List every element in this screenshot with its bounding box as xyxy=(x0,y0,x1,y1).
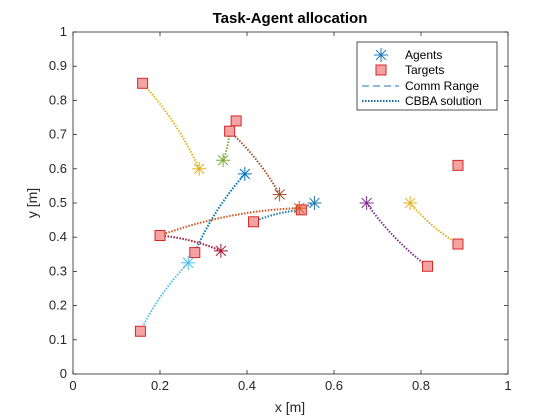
legend-box xyxy=(356,41,498,111)
x-tick-label: 0.8 xyxy=(412,378,430,393)
y-tick-label: 0.4 xyxy=(49,229,67,244)
cbba-path-segment xyxy=(159,207,300,237)
y-tick-label: 1 xyxy=(60,24,67,39)
agent-marker xyxy=(181,255,196,270)
target-marker xyxy=(154,229,166,241)
cbba-path-segment xyxy=(228,130,281,195)
cbba-path-segment xyxy=(139,262,189,332)
y-tick-label: 0.1 xyxy=(49,332,67,347)
cbba-path-segment xyxy=(193,173,246,253)
plot-area xyxy=(134,77,464,337)
x-tick-label: 0.4 xyxy=(238,378,256,393)
agent-marker xyxy=(307,196,322,210)
y-tick-label: 0.3 xyxy=(49,263,67,278)
y-tick-label: 0.6 xyxy=(49,161,67,176)
target-marker xyxy=(422,260,434,272)
target-marker xyxy=(224,125,236,137)
cbba-path-segment xyxy=(253,208,302,223)
legend-agents-icon xyxy=(374,48,388,62)
target-marker xyxy=(137,77,149,89)
agent-marker xyxy=(237,166,252,181)
agent-marker xyxy=(359,196,374,210)
x-tick-label: 0 xyxy=(69,378,76,393)
legend-agents-label: Agents xyxy=(405,48,442,62)
legend-cbba-label: CBBA solution xyxy=(405,94,482,108)
x-tick-label: 1 xyxy=(504,378,511,393)
legend-targets-icon xyxy=(375,64,387,76)
agent-marker xyxy=(272,187,287,202)
legend: Agents Targets Comm Range CBBA solution xyxy=(356,41,498,111)
legend-comm-range-label: Comm Range xyxy=(405,79,479,93)
target-marker xyxy=(452,238,464,250)
target-marker xyxy=(452,159,464,171)
legend-target-square xyxy=(375,64,387,76)
agent-marker xyxy=(192,161,207,176)
legend-agent-star xyxy=(374,48,388,62)
agent-marker xyxy=(216,153,231,168)
agent-marker xyxy=(403,196,418,210)
y-tick-label: 0.9 xyxy=(49,58,67,73)
agent-marker xyxy=(213,243,228,258)
target-marker xyxy=(189,247,201,259)
y-tick-label: 0.7 xyxy=(49,127,67,142)
agent-marker xyxy=(292,201,307,216)
y-tick-label: 0 xyxy=(60,366,67,381)
target-marker xyxy=(230,115,242,127)
y-axis-label: y [m] xyxy=(24,188,40,218)
x-tick-label: 0.2 xyxy=(151,378,169,393)
y-tick-label: 0.5 xyxy=(49,195,67,210)
cbba-path-segment xyxy=(141,82,201,170)
legend-targets-label: Targets xyxy=(405,63,444,77)
y-tick-label: 0.2 xyxy=(49,298,67,313)
target-marker xyxy=(248,216,260,228)
x-axis-label: x [m] xyxy=(275,399,305,415)
y-tick-label: 0.8 xyxy=(49,92,67,107)
axes: 0 0.2 0.4 0.6 0.8 1 0 0.1 0.2 0.3 0.4 0.5 0.6 0.7 0.8 0… xyxy=(49,24,512,393)
cbba-path-segment xyxy=(365,202,429,268)
cbba-path-segment xyxy=(409,202,459,245)
target-marker xyxy=(134,325,146,337)
chart-title: Task-Agent allocation xyxy=(213,10,368,27)
x-tick-label: 0.6 xyxy=(325,378,343,393)
